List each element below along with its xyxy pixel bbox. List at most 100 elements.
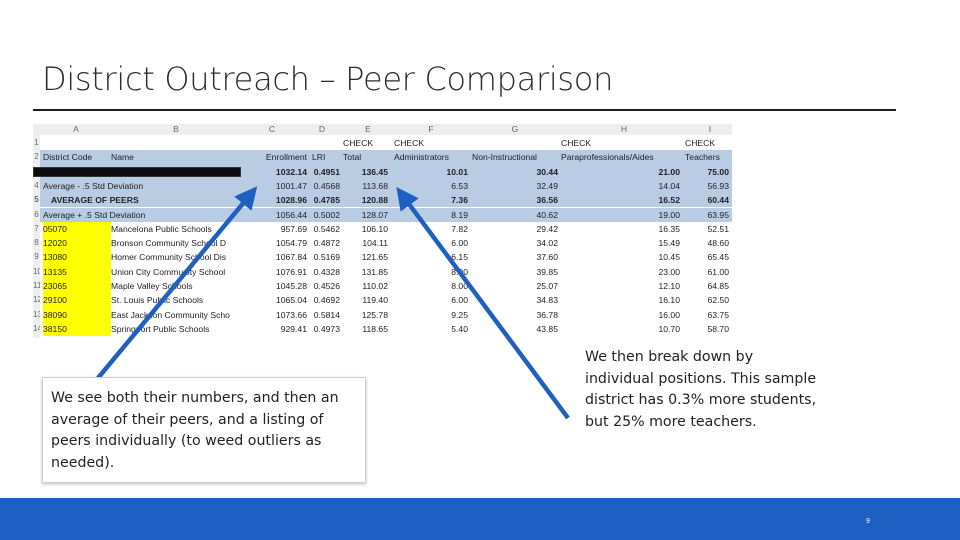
cell-i: 63.75	[707, 309, 729, 320]
cell-c: 1056.44	[275, 209, 307, 220]
cell-d: 0.4526	[313, 281, 340, 291]
cell-f: 7.36	[451, 195, 468, 206]
column-letter: B	[173, 124, 179, 134]
cell-d: 0.4973	[313, 323, 340, 334]
cell-i: 75.00	[707, 166, 729, 177]
cell-i: 56.93	[707, 180, 729, 191]
cell-b: Mancelona Public Schools	[111, 223, 212, 234]
cell-d: 0.5814	[313, 309, 340, 320]
header-teachers: Teachers	[685, 152, 720, 163]
cell-d: 0.4872	[313, 238, 340, 249]
cell-d: 0.4568	[313, 180, 340, 191]
column-letter: D	[318, 124, 326, 134]
slide-title: District Outreach – Peer Comparison	[42, 60, 614, 98]
header-lri: LRI	[312, 152, 326, 163]
cell-b: Union City Community School	[111, 266, 226, 277]
cell-b: Maple Valley Schools	[111, 281, 193, 291]
cell-d: 0.5002	[313, 209, 340, 220]
cell-f: 8.19	[451, 209, 468, 220]
header-enrollment: Enrollment	[265, 152, 307, 163]
cell-f: 5.40	[451, 323, 468, 334]
header-total: Total	[343, 152, 362, 163]
cell-h: 21.00	[658, 166, 680, 177]
cell-i: 48.60	[707, 238, 729, 249]
cell-c: 957.69	[280, 223, 307, 234]
cell-f: 6.53	[451, 180, 468, 191]
cell-e: 131.85	[361, 266, 388, 277]
peer-row: 13 38090 East Jackson Community Scho 1073.6…	[33, 307, 732, 322]
cell-c: 1032.14	[275, 166, 307, 177]
cell-g: 40.62	[536, 209, 558, 220]
cell-b: East Jackson Community Scho	[111, 309, 230, 320]
cell-c: 929.41	[280, 323, 307, 334]
cell-d: 0.5462	[313, 223, 340, 234]
row-number: 9	[34, 252, 39, 262]
peer-row: 11 23065 Maple Valley Schools 1045.28 0.4526…	[33, 279, 732, 294]
peer-row: 7 05070 Mancelona Public Schools 957.69 0.54…	[34, 221, 732, 237]
callout-right-text: We then break down by individual positio…	[585, 349, 817, 430]
cell-i: 60.44	[707, 195, 729, 206]
peer-row: 9 13080 Homer Community School Dis 1067.84 0…	[34, 250, 732, 265]
column-letter: G	[511, 124, 519, 134]
header-name: Name	[111, 152, 134, 163]
cell-a: 23065	[43, 279, 111, 294]
cell-a: Average + .5 Std Deviation	[43, 209, 146, 220]
callout-left-text: We see both their numbers, and then an a…	[51, 390, 339, 471]
peer-row: 10 13135 Union City Community School 1076.9…	[33, 264, 732, 279]
header-paraprofessionals: Paraprofessionals/Aides	[561, 152, 654, 163]
cell-e: 118.65	[362, 323, 388, 334]
row-number: 13	[33, 309, 40, 319]
row-number: 11	[33, 281, 40, 290]
cell-g: 43.85	[536, 323, 558, 334]
cell-e: 113.68	[362, 180, 388, 191]
cell-a: 12020	[43, 236, 111, 251]
footer-bar	[0, 498, 960, 540]
cell-h: 19.00	[658, 209, 680, 220]
redacted-name-cell	[33, 166, 241, 177]
cell-e: 120.88	[361, 195, 388, 206]
cell-f: 8.00	[451, 266, 468, 277]
check-label-total: CHECK	[343, 138, 374, 148]
cell-h: 12.10	[658, 281, 680, 291]
cell-g: 25.07	[536, 281, 558, 291]
row-number: 10	[33, 266, 40, 276]
cell-g: 37.60	[536, 252, 558, 263]
column-letter: A	[73, 124, 79, 134]
cell-g: 34.02	[536, 238, 558, 249]
column-letter: E	[365, 124, 371, 134]
cell-i: 65.45	[707, 252, 729, 263]
header-administrators: Administrators	[394, 152, 449, 163]
cell-h: 16.10	[658, 295, 680, 306]
cell-c: 1001.47	[275, 180, 307, 191]
cell-f: 8.00	[451, 281, 468, 291]
row-number: 4	[34, 180, 39, 190]
check-label-teachers: CHECK	[685, 138, 716, 148]
row-number: 8	[34, 238, 39, 248]
header-district-code: District Code	[43, 152, 93, 163]
cell-d: 0.4785	[313, 195, 340, 206]
cell-h: 10.70	[658, 323, 680, 334]
cell-a: 29100	[43, 293, 111, 308]
cell-h: 10.45	[658, 252, 680, 263]
cell-h: 16.52	[658, 195, 680, 206]
cell-g: 34.83	[536, 295, 558, 306]
spreadsheet-screenshot: A B C D E F G H I 1 CHECK CHECK CHECK CH…	[33, 124, 732, 338]
cell-f: 6.00	[451, 295, 468, 306]
cell-h: 15.49	[658, 238, 680, 249]
cell-i: 63.95	[707, 209, 729, 220]
row-number: 7	[34, 223, 39, 233]
cell-b: Springport Public Schools	[111, 323, 210, 334]
cell-b: St. Louis Public Schools	[111, 295, 204, 306]
cell-g: 39.85	[536, 266, 558, 277]
summary-row: 6 Average + .5 Std Deviation 1056.44 0.5002…	[34, 207, 732, 222]
cell-e: 104.11	[362, 238, 388, 249]
cell-h: 16.00	[658, 309, 680, 320]
summary-row: 4 Average - .5 Std Deviation 1001.47 0.4568…	[34, 178, 732, 194]
page-number: 9	[866, 518, 870, 525]
cell-g: 36.56	[536, 195, 558, 206]
cell-e: 110.02	[362, 281, 388, 291]
cell-g: 36.78	[536, 309, 558, 320]
header-non-instructional: Non-Instructional	[472, 152, 537, 163]
cell-f: 6.15	[451, 252, 468, 263]
check-row: 1 CHECK CHECK CHECK CHECK	[34, 136, 732, 150]
